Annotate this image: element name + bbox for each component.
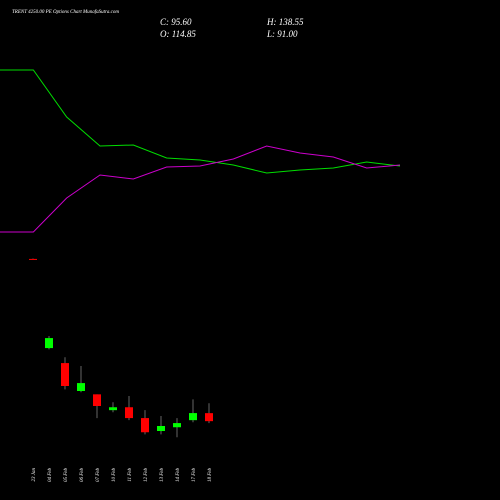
- indicator-line: [0, 69, 401, 174]
- indicator-line: [0, 145, 401, 233]
- chart-title: TRENT 4250.00 PE Options Chart MunafaSut…: [12, 10, 119, 15]
- high-text: H: 138.55: [266, 17, 304, 27]
- x-tick-label: 07 Feb: [96, 468, 101, 483]
- x-tick-label: 04 Feb: [48, 468, 53, 483]
- low-text: L: 91.00: [266, 29, 298, 39]
- candle-body: [125, 407, 133, 419]
- x-tick-label: 05 Feb: [64, 468, 69, 483]
- open-text: O: 114.85: [160, 29, 196, 39]
- candle-body: [29, 258, 37, 260]
- x-tick-label: 14 Feb: [176, 468, 181, 483]
- candle-body: [173, 423, 181, 428]
- x-tick-label: 23 Jan: [32, 468, 37, 482]
- candle-body: [157, 426, 165, 431]
- x-tick-label: 17 Feb: [192, 468, 197, 483]
- x-tick-label: 10 Feb: [112, 468, 117, 483]
- candle-body: [77, 383, 85, 391]
- candle-body: [45, 338, 53, 349]
- candle-body: [93, 394, 101, 406]
- candle-body: [61, 363, 69, 386]
- candle-body: [205, 413, 213, 422]
- x-tick-label: 13 Feb: [160, 468, 165, 483]
- candle-body: [109, 407, 117, 411]
- candle-body: [189, 413, 197, 421]
- x-tick-label: 18 Feb: [208, 468, 213, 483]
- x-tick-label: 12 Feb: [144, 468, 149, 483]
- x-tick-label: 06 Feb: [80, 468, 85, 483]
- candle-body: [141, 418, 149, 433]
- close-text: C: 95.60: [160, 17, 192, 27]
- x-tick-label: 11 Feb: [128, 468, 133, 482]
